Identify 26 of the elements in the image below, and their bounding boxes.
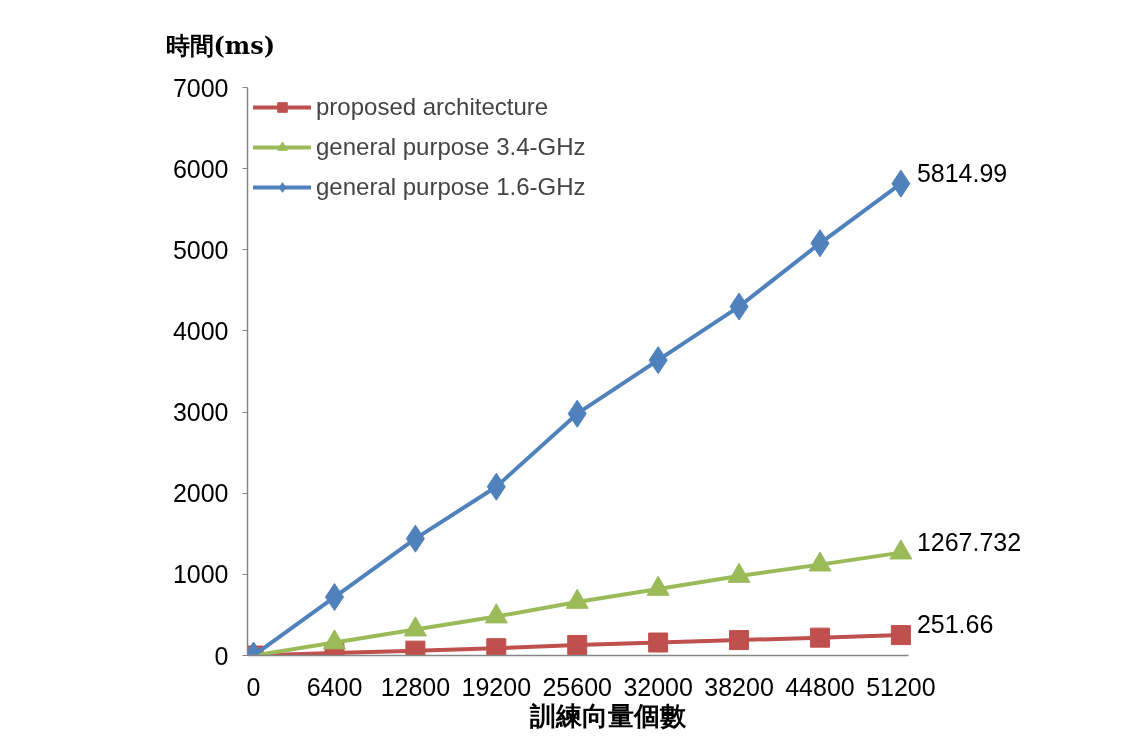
- x-tick-label: 25600: [542, 672, 612, 701]
- x-tick-label: 38200: [704, 672, 774, 701]
- y-tick-label: 7000: [172, 73, 229, 102]
- y-tick-label: 0: [214, 641, 229, 670]
- x-tick-label: 19200: [461, 672, 532, 701]
- legend-label: general purpose 1.6-GHz: [316, 173, 586, 201]
- legend-label: general purpose 3.4-GHz: [316, 133, 586, 161]
- y-tick-label: 1000: [172, 560, 229, 589]
- data-label: 1267.732: [916, 527, 1022, 556]
- x-tick-label: 6400: [306, 672, 363, 701]
- y-tick-label: 3000: [172, 398, 229, 427]
- x-tick-label: 44800: [785, 672, 855, 701]
- point: [889, 539, 913, 560]
- x-axis-title: 訓練向量個數: [528, 700, 687, 731]
- legend-label: proposed architecture: [316, 93, 549, 121]
- y-tick-label: 2000: [172, 479, 229, 508]
- y-tick-label: 6000: [172, 154, 229, 183]
- x-tick-label: 51200: [866, 672, 936, 701]
- y-tick-label: 5000: [172, 235, 229, 264]
- y-axis-title: 時間(ms): [165, 30, 276, 60]
- x-tick-label: 12800: [380, 672, 451, 701]
- x-tick-label: 0: [246, 672, 261, 701]
- data-label: 251.66: [916, 610, 994, 639]
- data-label: 5814.99: [916, 158, 1008, 187]
- y-tick-label: 4000: [172, 316, 229, 345]
- x-tick-label: 32000: [623, 672, 693, 701]
